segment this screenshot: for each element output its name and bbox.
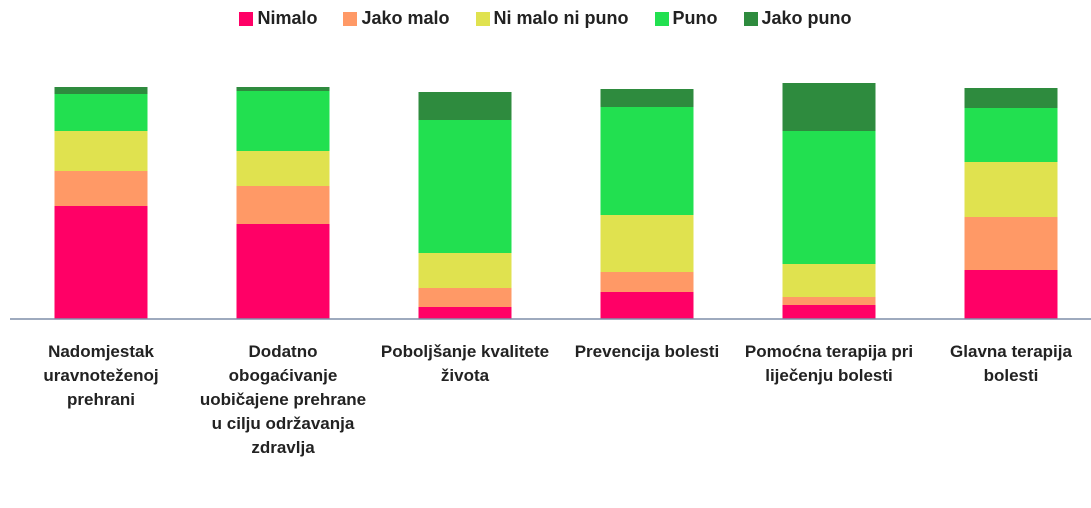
legend: Nimalo Jako malo Ni malo ni puno Puno Jako p… xyxy=(0,8,1091,29)
legend-label: Jako malo xyxy=(361,8,450,28)
bar-segment xyxy=(964,162,1058,217)
bar-segment xyxy=(236,186,330,224)
legend-label: Nimalo xyxy=(257,8,318,28)
legend-item: Puno xyxy=(654,8,718,29)
legend-label: Jako puno xyxy=(761,8,852,28)
bar-segment xyxy=(600,89,694,107)
legend-item: Jako malo xyxy=(343,8,450,29)
bar-segment xyxy=(600,215,694,272)
bar-segment xyxy=(236,91,330,151)
legend-swatch xyxy=(343,11,358,26)
bar-segment xyxy=(418,288,512,307)
x-tick-label: Poboljšanje kvalitete života xyxy=(380,342,550,385)
bar-segment xyxy=(418,253,512,288)
legend-item: Nimalo xyxy=(239,8,317,29)
legend-item: Jako puno xyxy=(743,8,852,29)
bar-segment xyxy=(236,224,330,319)
bar-segment xyxy=(600,107,694,215)
bar-segment xyxy=(782,264,876,297)
legend-label: Ni malo ni puno xyxy=(493,8,629,28)
bar-segment xyxy=(54,171,148,206)
bar-segment xyxy=(54,87,148,94)
bar-segment xyxy=(54,206,148,319)
bar-segment xyxy=(54,94,148,131)
bar-segment xyxy=(964,88,1058,108)
x-tick-label: Pomoćna terapija pri liječenju bolesti xyxy=(744,342,914,385)
legend-label: Puno xyxy=(672,8,718,28)
legend-swatch xyxy=(475,11,490,26)
bar-segment xyxy=(418,120,512,253)
x-tick-label: Glavna terapija bolesti xyxy=(950,342,1072,385)
bar-segment xyxy=(782,131,876,264)
legend-item: Ni malo ni puno xyxy=(475,8,629,29)
legend-swatch xyxy=(654,11,669,26)
bar-segment xyxy=(782,83,876,131)
legend-swatch xyxy=(239,11,254,26)
bar-segment xyxy=(782,297,876,305)
bar-segment xyxy=(418,307,512,319)
x-tick-label: Nadomjestak uravnoteženoj prehrani xyxy=(43,342,159,409)
bar-segment xyxy=(964,108,1058,162)
bar-segment xyxy=(54,131,148,171)
x-tick-label: Dodatno obogaćivanje uobičajene prehrane… xyxy=(199,342,367,457)
bar-segment xyxy=(236,151,330,186)
bar-segment xyxy=(964,217,1058,270)
bar-segment xyxy=(418,92,512,120)
bar-segment xyxy=(600,292,694,319)
bar-segment xyxy=(964,270,1058,319)
bar-segment xyxy=(236,87,330,91)
x-tick-label: Prevencija bolesti xyxy=(574,342,720,361)
bar-segment xyxy=(600,272,694,292)
bar-segment xyxy=(782,305,876,319)
legend-swatch xyxy=(743,11,758,26)
